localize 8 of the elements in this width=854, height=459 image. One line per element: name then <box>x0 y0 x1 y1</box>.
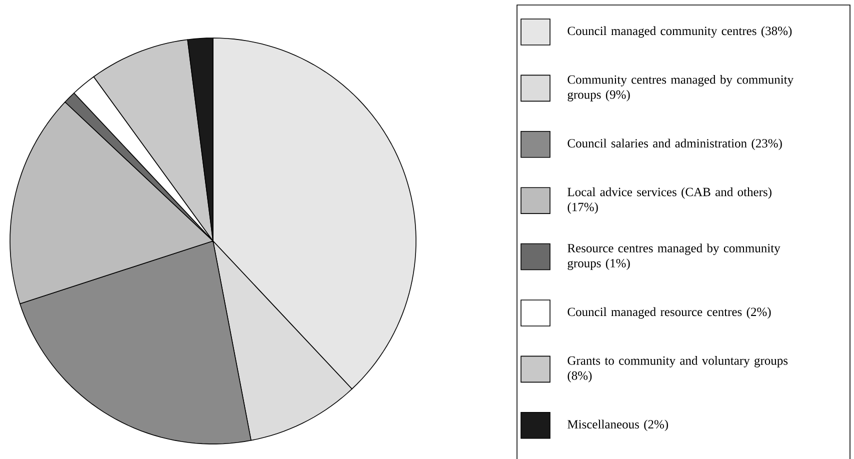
legend-label: Grants to community and voluntary groups (8%) <box>568 356 788 382</box>
legend-label: Local advice services (CAB and others) (17%) <box>568 187 772 214</box>
legend-label: Council managed community centres (38%) <box>568 26 792 38</box>
legend-label: Community centres managed by community groups (9%) <box>568 75 794 102</box>
legend-label: Miscellaneous (2%) <box>568 420 668 432</box>
legend-label: Council managed resource centres (2%) <box>568 307 771 319</box>
legend-label: Council salaries and administration (23%) <box>568 138 782 150</box>
legend-label: Resource centres managed by community groups (1%) <box>568 244 780 270</box>
